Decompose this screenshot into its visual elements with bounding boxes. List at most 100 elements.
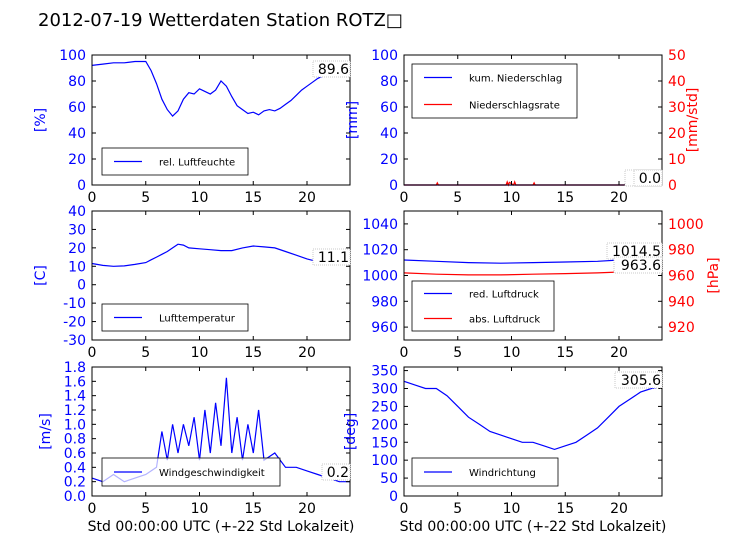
- humidity-ytick-label-5: 100: [59, 48, 86, 64]
- precipitation-frame: [403, 54, 663, 186]
- winddirection-xtick-label-1: 5: [453, 501, 462, 517]
- humidity-annotation-box-0: [312, 60, 351, 78]
- precipitation-panel: 0 5 10 15 20 0 20 40 60 80 100 0 10 20 30 40 50 [mm] [mm/s…: [345, 48, 701, 206]
- windspeed-xtick-label-0: 0: [88, 501, 97, 517]
- pressure-ylabel-right: [hPa]: [706, 257, 722, 293]
- temperature-ytick-label-0: -30: [63, 333, 86, 349]
- windspeed-ytick-label-4: 0.8: [64, 432, 86, 448]
- winddirection-xlabel: Std 00:00:00 UTC (+-22 Std Lokalzeit): [400, 519, 667, 535]
- precipitation-annotation-box-1: [633, 169, 663, 187]
- pressure-annotation-1: 963.6: [621, 258, 661, 274]
- precipitation-yrtick-label-0: 0: [668, 178, 677, 194]
- humidity-ylabel: [%]: [33, 108, 49, 132]
- windspeed-ytick-label-3: 0.6: [64, 446, 86, 462]
- winddirection-annotation-box-0: [614, 371, 663, 389]
- precipitation-legend: [411, 63, 578, 119]
- windspeed-ytick-label-2: 0.4: [64, 460, 86, 476]
- temperature-ytick-label-3: 0: [77, 278, 86, 294]
- winddirection-ytick-label-5: 250: [371, 399, 398, 415]
- chart-title: 2012-07-19 Wetterdaten Station ROTZ□: [38, 10, 403, 31]
- precipitation-yrtick-label-2: 20: [668, 126, 686, 142]
- pressure-xtick-label-3: 15: [556, 345, 574, 361]
- winddirection-ytick-label-1: 50: [380, 471, 398, 487]
- precipitation-ytick-label-2: 40: [380, 126, 398, 142]
- precipitation-ytick-label-0: 0: [389, 178, 398, 194]
- pressure-xtick-label-1: 5: [453, 345, 462, 361]
- humidity-ytick-label-0: 0: [77, 178, 86, 194]
- temperature-ytick-label-4: 10: [68, 259, 86, 275]
- windspeed-legend-label-0: Windgeschwindigkeit: [159, 468, 265, 479]
- winddirection-frame: [403, 366, 663, 497]
- precipitation-yrtick-label-5: 50: [668, 48, 686, 64]
- temperature-xtick-label-4: 20: [298, 345, 316, 361]
- pressure-legend: [411, 280, 555, 332]
- precipitation-yrtick-label-3: 30: [668, 100, 686, 116]
- humidity-ytick-label-3: 60: [68, 100, 86, 116]
- temperature-ylabel: [C]: [33, 265, 49, 286]
- precipitation-legend-label-1: Niederschlagsrate: [469, 101, 560, 112]
- temperature-annotation-box-0: [312, 248, 351, 266]
- temperature-ytick-label-1: -20: [63, 315, 86, 331]
- humidity-legend-label-0: rel. Luftfeuchte: [159, 158, 235, 169]
- temperature-legend: [101, 303, 249, 332]
- temperature-xtick-label-2: 10: [191, 345, 209, 361]
- precipitation-yrtick-label-1: 10: [668, 152, 686, 168]
- temperature-legend-label-0: Lufttemperatur: [159, 314, 236, 325]
- temperature-ytick-label-2: -10: [63, 296, 86, 312]
- pressure-xtick-label-4: 20: [610, 345, 628, 361]
- winddirection-ytick-label-4: 200: [371, 417, 398, 433]
- windspeed-ytick-label-6: 1.2: [64, 403, 86, 419]
- pressure-xtick-label-2: 10: [503, 345, 521, 361]
- winddirection-ytick-label-0: 0: [389, 489, 398, 505]
- temperature-ytick-label-6: 30: [68, 222, 86, 238]
- winddirection-annotation-0: 305.6: [621, 373, 661, 389]
- humidity-xtick-label-3: 15: [244, 190, 262, 206]
- precipitation-ytick-label-1: 20: [380, 152, 398, 168]
- precipitation-ytick-label-4: 80: [380, 74, 398, 90]
- precipitation-xtick-label-4: 20: [610, 190, 628, 206]
- humidity-annotation-0: 89.6: [318, 62, 349, 78]
- precipitation-ylabel: [mm]: [345, 101, 361, 139]
- precipitation-xtick-label-2: 10: [503, 190, 521, 206]
- windspeed-ytick-label-0: 0.0: [64, 489, 86, 505]
- temperature-frame: [91, 210, 351, 341]
- winddirection-ytick-label-6: 300: [371, 382, 398, 398]
- temperature-ytick-label-7: 40: [68, 204, 86, 220]
- winddirection-ytick-label-2: 100: [371, 453, 398, 469]
- winddirection-legend-label-0: Windrichtung: [469, 468, 536, 479]
- humidity-panel: 0 5 10 15 20 0 20 40 60 80 100 [%] rel. Luftfeuchte 8…: [33, 48, 351, 206]
- humidity-ytick-label-4: 80: [68, 74, 86, 90]
- precipitation-ylabel-right: [mm/std]: [685, 88, 701, 153]
- precipitation-ytick-label-3: 60: [380, 100, 398, 116]
- pressure-yrtick-label-3: 980: [668, 243, 695, 259]
- pressure-yrtick-label-0: 920: [668, 320, 695, 336]
- humidity-series-0: [91, 60, 351, 117]
- windspeed-xtick-label-2: 10: [191, 501, 209, 517]
- windspeed-annotation-box-0: [321, 463, 351, 481]
- pressure-panel: 0 5 10 15 20 960 980 1000 1020 1040 920 940 960 980 10…: [362, 210, 722, 361]
- pressure-yrtick-label-2: 960: [668, 269, 695, 285]
- windspeed-ylabel: [m/s]: [38, 413, 54, 450]
- humidity-xtick-label-0: 0: [88, 190, 97, 206]
- pressure-annotation-0: 1014.5: [612, 244, 661, 260]
- temperature-xtick-label-3: 15: [244, 345, 262, 361]
- pressure-annotation-box-1: [613, 256, 663, 274]
- humidity-xtick-label-2: 10: [191, 190, 209, 206]
- humidity-xtick-label-4: 20: [298, 190, 316, 206]
- pressure-ytick-label-3: 1020: [362, 243, 398, 259]
- pressure-ytick-label-0: 960: [371, 320, 398, 336]
- humidity-ytick-label-2: 40: [68, 126, 86, 142]
- precipitation-annotation-1: 0.0: [639, 171, 661, 187]
- pressure-ytick-label-1: 980: [371, 294, 398, 310]
- windspeed-ytick-label-9: 1.8: [64, 360, 86, 376]
- windspeed-ytick-label-7: 1.4: [64, 389, 86, 405]
- temperature-panel: 0 5 10 15 20 -30 -20 -10 0 10 20 30 40 [C] Lufttempera…: [33, 204, 351, 361]
- winddirection-xtick-label-0: 0: [400, 501, 409, 517]
- humidity-ytick-label-1: 20: [68, 152, 86, 168]
- precipitation-xtick-label-3: 15: [556, 190, 574, 206]
- winddirection-ylabel: [deg]: [343, 413, 359, 450]
- temperature-xtick-label-0: 0: [88, 345, 97, 361]
- pressure-ytick-label-4: 1040: [362, 217, 398, 233]
